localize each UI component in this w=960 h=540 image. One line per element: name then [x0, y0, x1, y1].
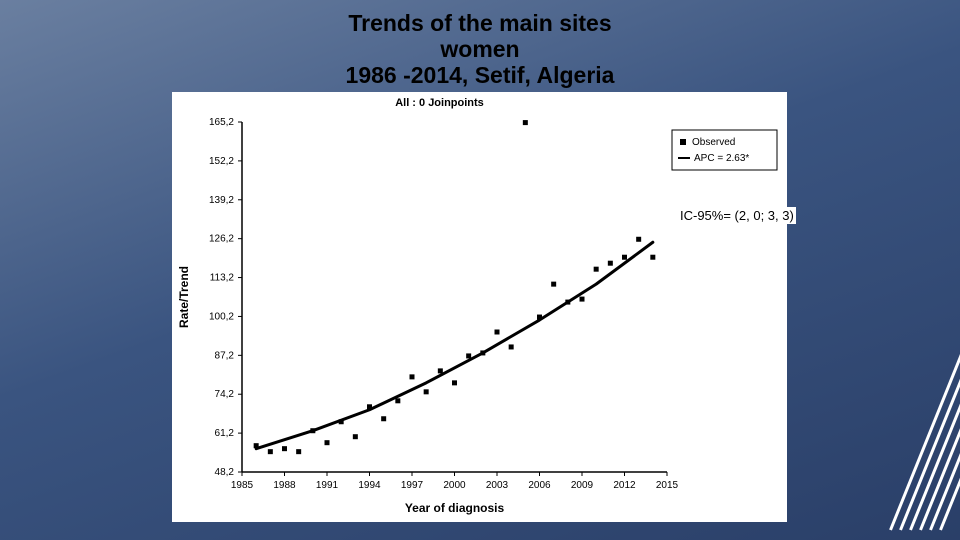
svg-text:152,2: 152,2: [209, 156, 234, 167]
svg-text:1994: 1994: [358, 480, 381, 491]
svg-text:Observed: Observed: [692, 137, 735, 148]
chart-container: All : 0 Joinpoints 48,2 61,2 74,2 87,2 100,2 1…: [172, 92, 787, 522]
svg-text:2006: 2006: [528, 480, 551, 491]
title-line-3: 1986 -2014, Setif, Algeria: [0, 62, 960, 89]
svg-text:Rate/Trend: Rate/Trend: [177, 266, 191, 328]
svg-text:All : 0 Joinpoints: All : 0 Joinpoints: [395, 97, 484, 109]
svg-text:2003: 2003: [486, 480, 509, 491]
svg-text:1988: 1988: [273, 480, 296, 491]
svg-text:61,2: 61,2: [215, 428, 235, 439]
svg-text:74,2: 74,2: [215, 389, 235, 400]
svg-text:2012: 2012: [613, 480, 636, 491]
svg-text:Year of diagnosis: Year of diagnosis: [405, 501, 505, 515]
svg-text:2015: 2015: [656, 480, 679, 491]
svg-text:87,2: 87,2: [215, 350, 235, 361]
svg-text:126,2: 126,2: [209, 234, 234, 245]
chart-svg: All : 0 Joinpoints 48,2 61,2 74,2 87,2 100,2 1…: [172, 92, 787, 522]
svg-text:1997: 1997: [401, 480, 424, 491]
svg-text:48,2: 48,2: [215, 467, 235, 478]
svg-text:2000: 2000: [443, 480, 466, 491]
svg-text:113,2: 113,2: [210, 273, 235, 284]
svg-text:1991: 1991: [316, 480, 339, 491]
confidence-interval-annotation: IC-95%= (2, 0; 3, 3): [678, 207, 796, 224]
title-line-1: Trends of the main sites: [0, 10, 960, 37]
svg-text:2009: 2009: [571, 480, 594, 491]
slide: Trends of the main sites women 1986 -201…: [0, 0, 960, 540]
svg-text:100,2: 100,2: [209, 311, 234, 322]
svg-text:139,2: 139,2: [209, 195, 234, 206]
svg-text:APC = 2.63*: APC = 2.63*: [694, 153, 749, 164]
svg-text:165,2: 165,2: [209, 117, 234, 128]
title-line-2: women: [0, 36, 960, 63]
svg-text:1985: 1985: [231, 480, 254, 491]
corner-accent-lines: [822, 340, 942, 530]
